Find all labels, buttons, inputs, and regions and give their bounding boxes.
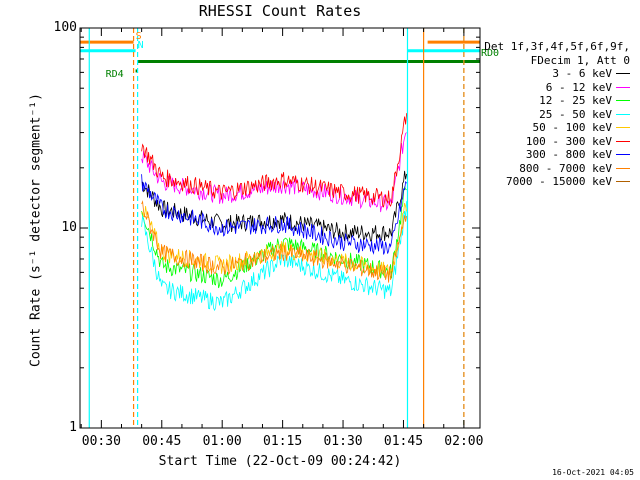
legend-entry: 50 - 100 keV: [484, 121, 630, 135]
legend-swatch: [616, 73, 630, 75]
flag-label-n: N: [137, 39, 144, 51]
legend-swatch: [616, 127, 630, 129]
x-tick-label: 01:45: [383, 434, 424, 449]
legend-entry-label: 3 - 6 keV: [552, 67, 612, 80]
legend-entry-label: 6 - 12 keV: [545, 80, 612, 94]
legend-entry: 800 - 7000 keV: [484, 162, 630, 176]
legend-entry: 300 - 800 keV: [484, 148, 630, 162]
legend-entry: 12 - 25 keV: [484, 94, 630, 108]
x-tick-label: 01:15: [263, 434, 303, 449]
y-tick-label: 1: [69, 420, 77, 435]
legend-swatch: [616, 100, 630, 102]
series-line-3: [141, 201, 407, 312]
series-line-7: [141, 200, 407, 283]
y-axis-label: Count Rate (s⁻¹ detector segment⁻¹): [28, 93, 44, 367]
legend-entry-label: 12 - 25 keV: [539, 94, 612, 107]
legend-entry: 7000 - 15000 keV: [484, 175, 630, 189]
x-tick-label: 00:45: [142, 434, 182, 449]
series-line-6: [141, 174, 407, 255]
x-tick-label: 01:00: [202, 434, 242, 449]
legend-swatch: [616, 154, 630, 156]
y-tick-label: 100: [53, 20, 77, 35]
legend: Det 1f,3f,4f,5f,6f,9f, FDecim 1, Att 0 3…: [484, 40, 630, 189]
series-line-5: [141, 113, 407, 208]
x-tick-label: 02:00: [444, 434, 484, 449]
legend-entry-label: 300 - 800 keV: [525, 148, 612, 161]
legend-entry: 6 - 12 keV: [484, 81, 630, 95]
legend-swatch: [616, 86, 630, 88]
series-line-4: [141, 202, 407, 278]
series-line-1: [141, 132, 407, 213]
vertical-markers: [88, 28, 465, 428]
legend-header-line-2: FDecim 1, Att 0: [530, 53, 630, 67]
generation-timestamp: 16-Oct-2021 04:05: [552, 468, 634, 477]
flag-label-rd0: RD0: [481, 48, 500, 60]
legend-swatch: [616, 167, 630, 169]
y-tick-label: 10: [61, 220, 77, 235]
legend-header-line-1: Det 1f,3f,4f,5f,6f,9f,: [484, 40, 630, 53]
axis-ticks: [80, 27, 480, 429]
legend-entry-label: 50 - 100 keV: [532, 121, 612, 134]
legend-entry: 100 - 300 keV: [484, 135, 630, 149]
flag-label-rd4: RD4: [105, 68, 124, 80]
legend-entry-label: 25 - 50 keV: [539, 107, 612, 121]
legend-entry-label: 800 - 7000 keV: [519, 161, 612, 175]
x-axis-label: Start Time (22-Oct-09 00:24:42): [158, 454, 402, 469]
legend-entry: 25 - 50 keV: [484, 108, 630, 122]
series-lines: [141, 113, 407, 312]
chart-title: RHESSI Count Rates: [198, 2, 362, 20]
x-tick-label: 00:30: [81, 434, 121, 449]
legend-swatch: [616, 140, 630, 142]
legend-swatch: [616, 113, 630, 115]
x-tick-label: 01:30: [323, 434, 363, 449]
flag-label-s: S: [135, 31, 142, 43]
legend-swatch: [616, 181, 630, 183]
legend-entry-label: 7000 - 15000 keV: [506, 175, 612, 188]
series-line-2: [141, 185, 407, 289]
legend-entry: 3 - 6 keV: [484, 67, 630, 81]
legend-entry-label: 100 - 300 keV: [525, 134, 612, 148]
